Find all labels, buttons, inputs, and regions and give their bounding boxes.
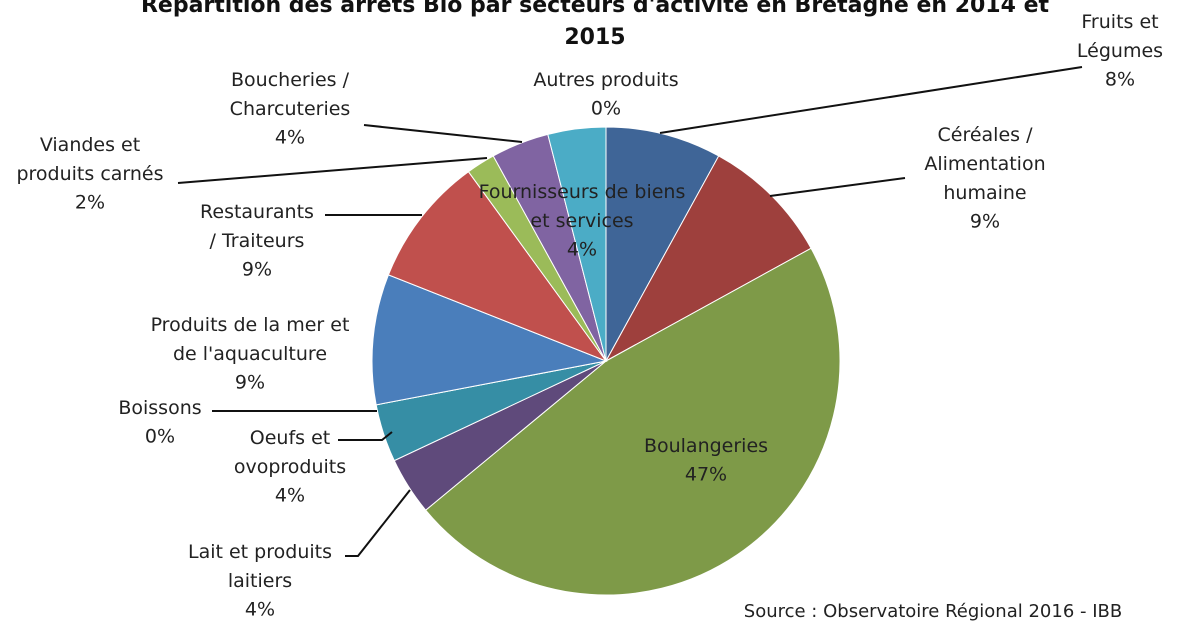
value-label: 0%	[145, 426, 175, 448]
value-label: 8%	[1105, 69, 1135, 91]
slice-label: Fournisseurs de biens et services	[479, 181, 686, 232]
value-label: 9%	[970, 211, 1000, 233]
slice-label: Lait et produits laitiers	[188, 541, 332, 592]
pie-slice	[424, 247, 841, 596]
slice-label: Viandes et produits carnés	[16, 134, 163, 185]
value-label: 9%	[242, 259, 272, 281]
pie-slice	[387, 170, 608, 363]
value-label: 4%	[275, 127, 305, 149]
leader-line	[769, 177, 906, 197]
source: Source : Observatoire Régional 2016 - IB…	[744, 601, 1122, 622]
slice-label: Fruits et Légumes	[1077, 11, 1163, 62]
pie-slice	[371, 274, 608, 406]
value-label: 9%	[235, 372, 265, 394]
slice-label: Restaurants / Traiteurs	[200, 201, 314, 252]
value-label: 47%	[685, 464, 727, 486]
value-label: 2%	[75, 192, 105, 214]
leader-line	[338, 431, 393, 441]
pie-slice	[605, 126, 720, 362]
slice-label: Produits de la mer et de l'aquaculture	[151, 314, 350, 365]
value-label: 0%	[591, 98, 621, 120]
slice-label: Oeufs et ovoproduits	[234, 427, 346, 478]
leader-line	[177, 157, 488, 184]
slice-label: Céréales / Alimentation humaine	[924, 124, 1045, 204]
value-label: 4%	[245, 599, 275, 621]
leader-line	[659, 66, 1083, 134]
leader-line	[363, 124, 523, 143]
value-label: 4%	[275, 485, 305, 507]
leader-line	[345, 489, 411, 557]
slice-label: Boulangeries	[644, 435, 768, 457]
value-label: 4%	[567, 239, 597, 261]
chart-title: Répartition des arrêts Bio par secteurs …	[141, 0, 1050, 50]
slice-label: Boucheries / Charcuteries	[230, 69, 351, 120]
slice-label: Autres produits	[533, 69, 678, 91]
slice-label: Boissons	[118, 397, 201, 419]
